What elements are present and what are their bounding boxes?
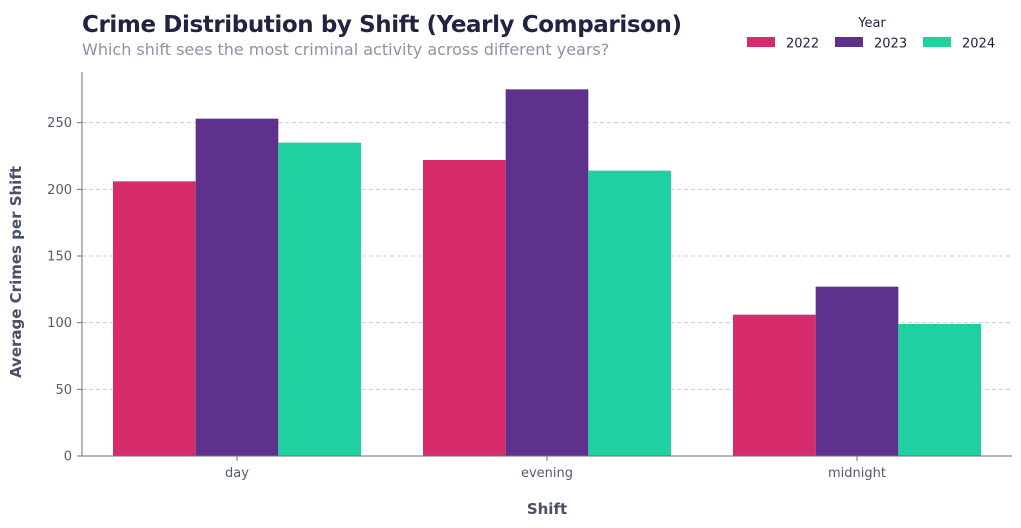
- y-tick-label: 200: [47, 183, 72, 198]
- y-axis-title: Average Crimes per Shift: [7, 166, 25, 378]
- bar-2023-midnight: [815, 286, 899, 456]
- x-tick-label-day: day: [225, 466, 249, 481]
- bar-2023-day: [195, 118, 279, 457]
- bar-2024-evening: [588, 170, 671, 456]
- bar-2022-day: [113, 181, 196, 457]
- legend-label-2022: 2022: [786, 37, 819, 52]
- legend-label-2024: 2024: [962, 37, 995, 52]
- chart-title: Crime Distribution by Shift (Yearly Comp…: [82, 12, 682, 38]
- legend-swatch-2024: [923, 37, 951, 47]
- legend-swatch-2022: [747, 37, 775, 47]
- bar-2022-evening: [423, 160, 506, 456]
- y-tick-label: 0: [64, 450, 72, 465]
- legend-label-2023: 2023: [874, 37, 907, 52]
- legend-title: Year: [857, 16, 886, 31]
- y-tick-label: 150: [47, 250, 72, 265]
- x-tick-label-midnight: midnight: [828, 466, 886, 481]
- y-tick-label: 50: [55, 383, 72, 398]
- bar-2024-midnight: [898, 324, 981, 456]
- y-tick-label: 100: [47, 316, 72, 331]
- x-tick-label-evening: evening: [521, 466, 573, 481]
- x-axis-title: Shift: [527, 500, 567, 518]
- bar-2022-midnight: [733, 314, 816, 456]
- legend-swatch-2023: [835, 37, 863, 47]
- chart-subtitle: Which shift sees the most criminal activ…: [82, 40, 610, 59]
- y-tick-label: 250: [47, 116, 72, 131]
- bar-2023-evening: [505, 89, 589, 456]
- bar-2024-day: [278, 142, 361, 456]
